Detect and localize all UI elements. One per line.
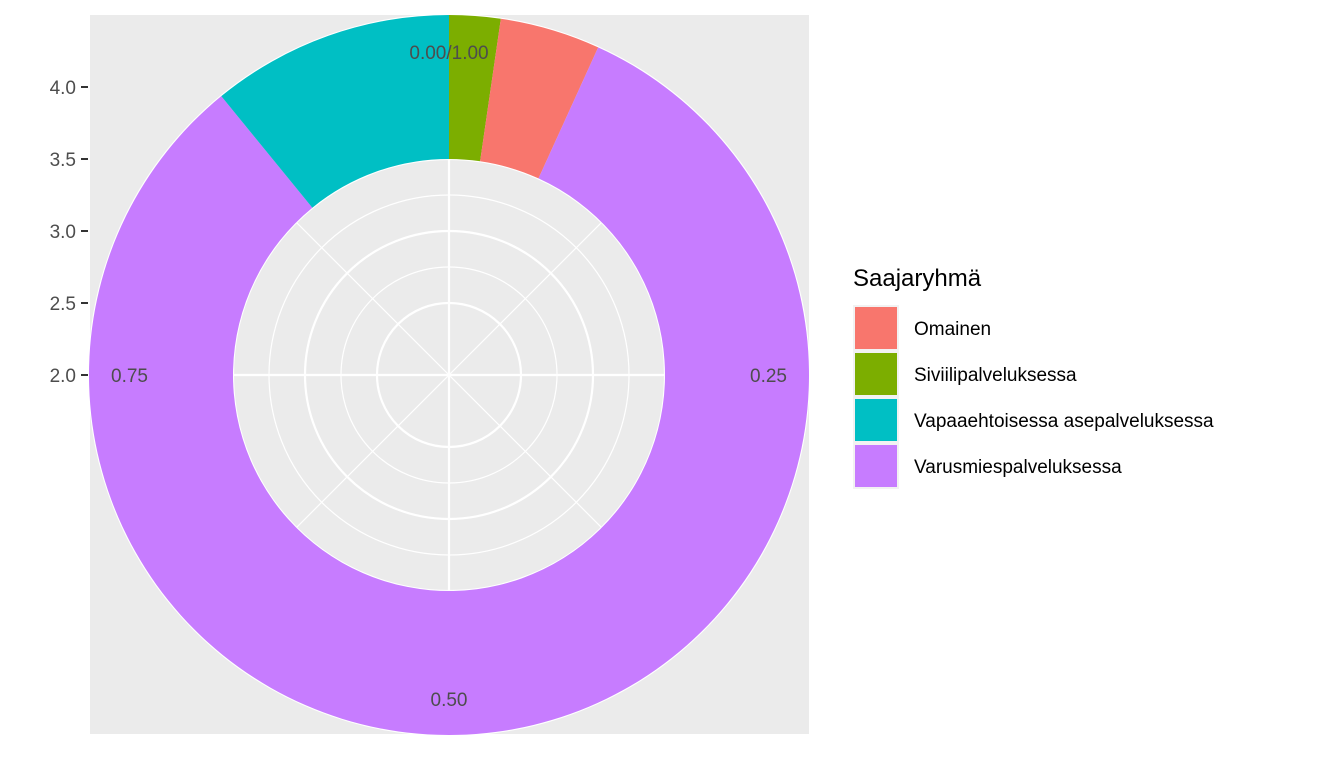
theta-tick-label: 0.50 [431,690,468,711]
radial-tick-label: 2.5 [50,294,76,315]
slice-omainen [480,18,599,179]
slice-vapaaehtoisessa-asepalveluksessa [221,15,449,208]
legend: Saajaryhmä Omainen Siviilipalveluksessa Vap… [853,265,1214,489]
legend-label: Omainen [914,319,991,340]
slice-varusmiespalveluksessa [88,47,809,735]
legend-key [855,399,897,441]
theta-tick-label: 0.75 [111,366,148,387]
legend-title: Saajaryhmä [853,265,982,292]
legend-label: Vapaaehtoisessa asepalveluksessa [914,411,1214,432]
slice-siviilipalveluksessa [449,15,501,162]
axis-ticks: 0.00/1.00 0.25 0.50 0.75 2.0 2.5 3.0 3.5 4.0 [50,43,787,711]
pie-slices [88,15,809,735]
radial-tick-label: 3.0 [50,222,76,243]
radial-tick-label: 4.0 [50,78,76,99]
legend-key [855,445,897,487]
theta-tick-label: 0.00/1.00 [409,43,488,64]
legend-label: Siviilipalveluksessa [914,365,1077,386]
radial-tick-label: 2.0 [50,366,76,387]
theta-tick-label: 0.25 [750,366,787,387]
legend-label: Varusmiespalveluksessa [914,457,1122,478]
legend-key [855,353,897,395]
radial-tick-label: 3.5 [50,150,76,171]
legend-key [855,307,897,349]
